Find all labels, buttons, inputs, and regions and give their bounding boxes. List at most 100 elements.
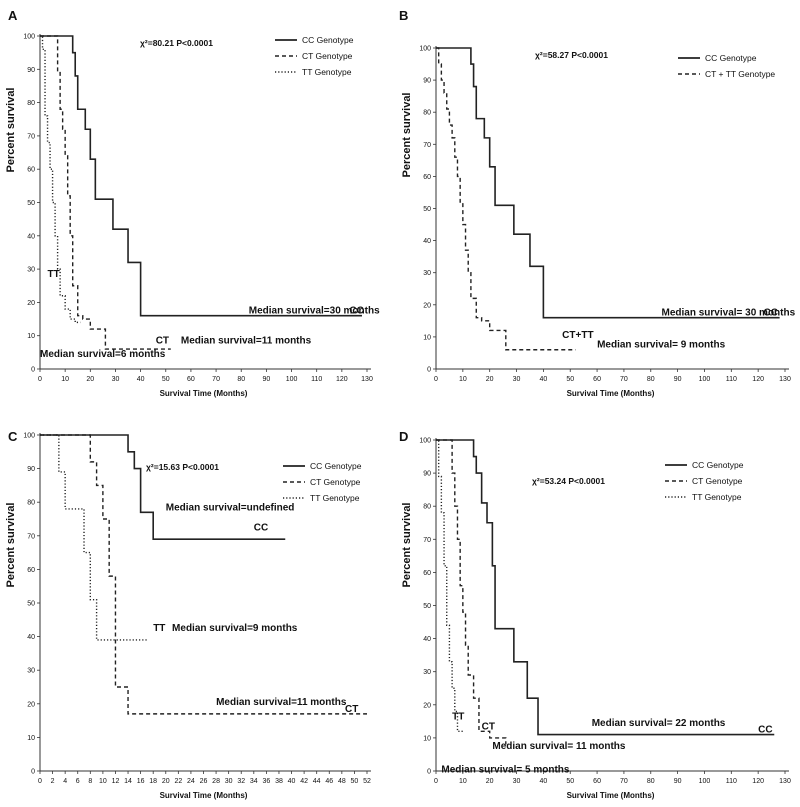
x-tick-label: 60 [593,376,601,383]
x-tick-label: 30 [513,376,521,383]
annotation-text: CT [156,336,169,347]
x-tick-label: 0 [38,376,42,383]
legend-label: CT + TT Genotype [705,69,775,79]
legend-label: TT Genotype [692,492,742,502]
x-tick-label: 0 [38,778,42,785]
annotation-text: CT [482,721,495,732]
x-tick-label: 28 [212,778,220,785]
legend-label: CC Genotype [692,460,744,470]
x-tick-label: 34 [250,778,258,785]
x-tick-label: 100 [286,376,298,383]
y-tick-label: 80 [423,504,431,511]
series-line-tt-genotype [40,35,81,324]
x-axis-label: Survival Time (Months) [160,791,248,800]
y-tick-label: 90 [27,466,35,473]
y-tick-label: 30 [27,267,35,274]
x-tick-label: 20 [162,778,170,785]
x-tick-label: 10 [459,376,467,383]
panel-letter: D [399,429,408,444]
series-line-tt-genotype [436,439,463,732]
series-line-ct-genotype [436,439,507,745]
panel-letter: A [8,8,18,23]
series-line-ct-tt-genotype [436,47,576,351]
y-tick-label: 10 [423,735,431,742]
chi-square-stat: χ²=15.63 P<0.0001 [146,462,219,472]
x-tick-label: 130 [779,778,791,785]
x-tick-label: 110 [311,376,322,383]
x-tick-label: 26 [200,778,208,785]
annotation-text: TT [48,269,60,280]
y-tick-label: 10 [27,735,35,742]
y-axis-label: Percent survival [401,503,413,588]
series-line-ct-genotype [40,434,367,715]
x-tick-label: 6 [76,778,80,785]
x-tick-label: 36 [262,778,270,785]
x-tick-label: 38 [275,778,283,785]
y-axis-label: Percent survival [5,503,17,588]
x-axis-label: Survival Time (Months) [567,791,655,800]
y-tick-label: 90 [423,471,431,478]
x-tick-label: 90 [674,376,682,383]
x-tick-label: 30 [225,778,233,785]
x-tick-label: 70 [212,376,220,383]
x-tick-label: 14 [124,778,132,785]
y-tick-label: 40 [27,634,35,641]
x-tick-label: 50 [162,376,170,383]
x-axis-label: Survival Time (Months) [160,389,248,398]
legend-label: CT Genotype [692,476,743,486]
annotation-text: CT+TT [562,330,593,341]
y-tick-label: 60 [423,570,431,577]
y-tick-label: 30 [423,669,431,676]
x-tick-label: 110 [726,376,737,383]
series-line-tt-genotype [40,434,147,641]
y-tick-label: 70 [27,133,35,140]
y-tick-label: 20 [27,300,35,307]
series-line-cc-genotype [40,434,286,540]
series-line-ct-genotype [40,35,171,350]
panel-d: D 0 10 20 30 40 50 60 70 80 90 100 110 120 130 0 10 20 30 4… [399,429,791,800]
x-tick-label: 80 [237,376,245,383]
series-line-cc-genotype [436,439,775,736]
x-tick-label: 18 [149,778,157,785]
y-tick-label: 30 [27,668,35,675]
x-tick-label: 60 [187,376,195,383]
y-tick-label: 80 [423,110,431,117]
x-tick-label: 52 [363,778,371,785]
annotation-text: Median survival=6 months [40,349,166,360]
chi-square-stat: χ²=53.24 P<0.0001 [532,476,605,486]
x-tick-label: 8 [88,778,92,785]
annotation-text: CC [254,522,268,533]
y-tick-label: 80 [27,100,35,107]
x-tick-label: 100 [699,376,711,383]
y-tick-label: 30 [423,270,431,277]
x-tick-label: 0 [434,376,438,383]
annotation-text: Median survival= 5 months [441,764,570,775]
x-tick-label: 40 [288,778,296,785]
y-tick-label: 100 [419,438,431,445]
y-tick-label: 40 [423,636,431,643]
y-tick-label: 50 [423,603,431,610]
y-tick-label: 0 [31,367,35,374]
y-tick-label: 70 [423,142,431,149]
panel-letter: C [8,429,18,444]
x-tick-label: 130 [361,376,373,383]
x-tick-label: 80 [647,376,655,383]
legend-label: TT Genotype [302,67,352,77]
annotation-text: CT [345,704,358,715]
y-tick-label: 40 [423,238,431,245]
annotation-text: Median survival=undefined [166,502,295,513]
panel-letter: B [399,8,408,23]
x-tick-label: 40 [137,376,145,383]
y-axis-label: Percent survival [5,88,17,173]
y-tick-label: 10 [27,333,35,340]
y-tick-label: 50 [423,206,431,213]
annotation-text: TT [153,623,165,634]
x-tick-label: 130 [779,376,791,383]
annotation-text: CC [349,306,363,317]
annotation-text: Median survival= 22 months [592,718,726,729]
y-tick-label: 90 [27,67,35,74]
y-tick-label: 20 [27,701,35,708]
x-tick-label: 10 [459,778,467,785]
x-tick-label: 2 [51,778,55,785]
